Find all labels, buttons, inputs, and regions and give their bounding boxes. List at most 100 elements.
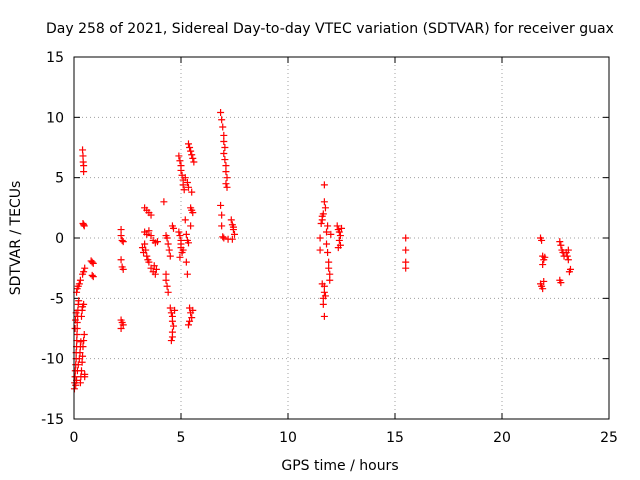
data-point [119,321,127,329]
data-point [179,246,187,254]
data-point [79,152,87,160]
data-point [117,256,125,264]
data-point [163,282,171,290]
data-point [320,288,328,296]
data-point [80,221,88,229]
data-point [229,223,237,231]
data-point [164,240,172,248]
y-tick-labels: -15 -10 -5 0 5 10 15 [41,50,64,428]
data-point [335,228,343,236]
data-point [186,144,194,151]
data-point [189,306,197,314]
data-point [325,258,333,266]
data-point [184,321,192,329]
data-point [556,238,564,246]
data-point [167,337,175,345]
data-point [74,361,82,369]
data-point [557,279,565,287]
data-point [336,232,344,240]
data-point [176,232,184,240]
data-point [147,211,155,219]
data-point [140,248,148,256]
data-point [221,156,229,164]
data-point [117,226,125,234]
data-point [166,304,174,312]
data-point [220,150,228,158]
data-point [79,343,87,351]
data-point [316,234,324,242]
data-point [335,236,343,244]
data-point [563,252,571,260]
data-point [181,216,189,224]
data-point [564,256,572,264]
data-point [220,137,228,145]
data-point [143,252,151,260]
data-point [187,222,195,230]
data-point [176,157,184,165]
data-point [319,210,327,218]
data-point [334,244,342,252]
data-point [163,234,171,242]
x-tick-label: 25 [600,430,618,446]
x-tick-label: 5 [177,430,186,446]
data-point [80,337,88,345]
data-point [89,273,97,281]
x-axis-label: GPS time / hours [281,458,398,474]
data-point [118,236,126,244]
data-point [80,300,88,308]
x-tick-label: 0 [70,430,79,446]
data-point [88,271,96,279]
data-point [176,253,184,261]
data-point [78,358,86,366]
data-point [79,352,87,360]
y-axis-label: SDTVAR / TECUs [8,181,24,296]
data-point [188,314,196,322]
x-tick-label: 10 [279,430,297,446]
data-point [557,241,565,249]
data-point [117,232,125,240]
data-point [166,252,174,260]
data-point [71,316,79,324]
data-point [180,186,188,194]
data-point [170,224,178,232]
data-point [326,276,334,284]
data-point [219,123,227,131]
data-point [162,270,170,278]
data-point [222,180,230,188]
grid-layer [74,57,609,419]
data-point [170,322,178,330]
data-point [189,154,197,162]
data-point [171,306,179,314]
data-point [540,277,548,285]
data-point [72,381,80,389]
data-point [318,216,326,224]
data-point [327,230,335,238]
data-point [323,240,331,248]
data-point [324,248,332,256]
data-point [153,238,161,246]
data-point [319,300,327,308]
data-point [220,234,228,242]
data-point [184,183,192,191]
data-point [402,258,410,266]
y-tick-label: 15 [46,50,64,66]
data-point [184,239,192,247]
data-point [145,227,153,235]
data-point [119,265,127,273]
data-point [80,268,88,276]
data-point [221,144,229,151]
data-point [320,312,328,320]
data-point [183,270,191,278]
y-tick-label: -10 [41,352,64,368]
data-point [79,146,87,154]
data-point [402,234,410,242]
data-point [168,333,176,341]
data-point [218,116,226,124]
data-point [538,236,546,244]
data-point [81,264,89,272]
data-point [76,379,84,387]
data-point [190,158,198,166]
data-point [316,246,324,254]
y-tick-label: -15 [41,412,64,428]
